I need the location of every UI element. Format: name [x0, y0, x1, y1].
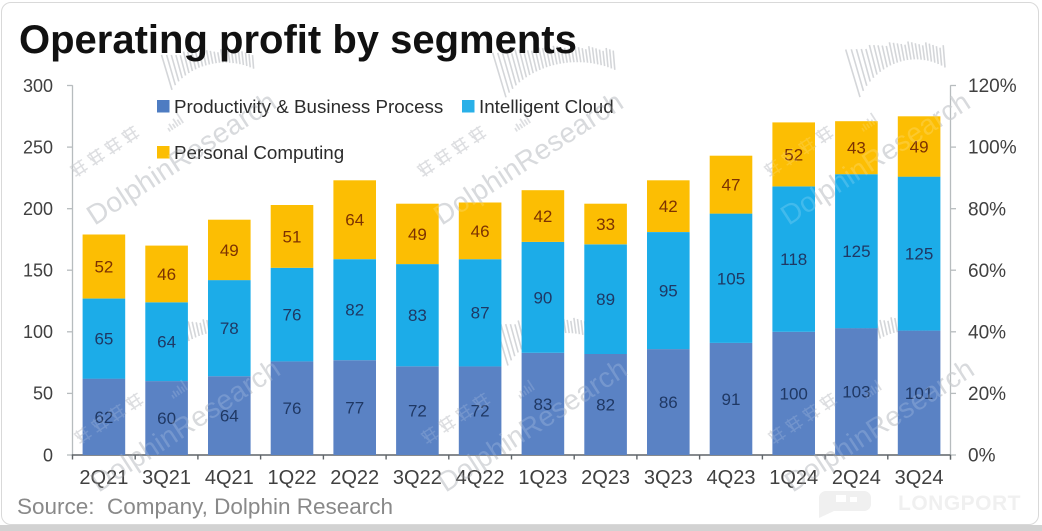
svg-text:LONGPORT: LONGPORT — [898, 492, 1021, 515]
svg-text:125: 125 — [905, 245, 933, 264]
svg-text:Intelligent Cloud: Intelligent Cloud — [479, 96, 614, 117]
svg-text:52: 52 — [784, 146, 803, 165]
svg-text:120%: 120% — [968, 76, 1017, 97]
svg-text:3Q21: 3Q21 — [142, 467, 191, 489]
svg-text:51: 51 — [283, 227, 302, 246]
svg-text:49: 49 — [910, 138, 929, 157]
svg-text:60%: 60% — [968, 261, 1006, 282]
svg-text:83: 83 — [408, 306, 427, 325]
svg-text:64: 64 — [220, 407, 239, 426]
svg-text:78: 78 — [220, 319, 239, 338]
svg-text:4Q23: 4Q23 — [707, 467, 756, 489]
svg-text:1Q24: 1Q24 — [769, 467, 818, 489]
svg-text:82: 82 — [596, 396, 615, 415]
svg-text:46: 46 — [471, 222, 490, 241]
svg-text:82: 82 — [345, 301, 364, 320]
svg-text:2Q23: 2Q23 — [581, 467, 630, 489]
svg-text:1Q23: 1Q23 — [518, 467, 567, 489]
svg-text:0%: 0% — [968, 446, 996, 467]
svg-text:300: 300 — [23, 76, 53, 96]
svg-text:2Q21: 2Q21 — [79, 467, 128, 489]
svg-text:100%: 100% — [968, 138, 1017, 159]
svg-text:118: 118 — [780, 250, 807, 269]
svg-text:87: 87 — [471, 304, 490, 323]
svg-text:52: 52 — [94, 258, 113, 277]
svg-text:64: 64 — [157, 333, 176, 352]
svg-text:72: 72 — [408, 402, 427, 421]
svg-text:77: 77 — [345, 399, 364, 418]
svg-text:65: 65 — [94, 330, 113, 349]
svg-text:Productivity & Business Proces: Productivity & Business Process — [174, 96, 443, 117]
svg-text:20%: 20% — [968, 384, 1006, 405]
svg-text:50: 50 — [33, 384, 53, 404]
svg-text:46: 46 — [157, 265, 176, 284]
svg-text:76: 76 — [283, 306, 302, 325]
svg-text:3Q23: 3Q23 — [644, 467, 693, 489]
svg-text:125: 125 — [842, 242, 870, 261]
svg-text:2Q22: 2Q22 — [330, 467, 379, 489]
svg-text:83: 83 — [533, 395, 552, 414]
svg-text:40%: 40% — [968, 322, 1006, 343]
svg-text:105: 105 — [717, 269, 745, 288]
svg-text:64: 64 — [345, 211, 364, 230]
svg-text:33: 33 — [596, 215, 615, 234]
svg-text:1Q22: 1Q22 — [268, 467, 317, 489]
svg-text:4Q21: 4Q21 — [205, 467, 254, 489]
svg-text:60: 60 — [157, 409, 176, 428]
svg-text:72: 72 — [471, 402, 490, 421]
svg-text:62: 62 — [94, 408, 113, 427]
svg-text:91: 91 — [722, 390, 741, 409]
svg-text:76: 76 — [283, 399, 302, 418]
svg-text:80%: 80% — [968, 199, 1006, 220]
svg-text:3Q22: 3Q22 — [393, 467, 442, 489]
svg-text:103: 103 — [842, 383, 870, 402]
svg-text:42: 42 — [533, 207, 552, 226]
svg-text:43: 43 — [847, 139, 866, 158]
svg-text:86: 86 — [659, 393, 678, 412]
svg-text:90: 90 — [533, 288, 552, 307]
svg-text:100: 100 — [23, 322, 53, 342]
svg-text:89: 89 — [596, 290, 615, 309]
svg-text:0: 0 — [43, 445, 53, 465]
svg-text:100: 100 — [780, 384, 808, 403]
svg-text:49: 49 — [220, 241, 239, 260]
svg-text:Source: Company, Dolphin Rese: Source: Company, Dolphin Research — [17, 494, 393, 519]
svg-text:4Q22: 4Q22 — [456, 467, 505, 489]
svg-text:3Q24: 3Q24 — [895, 467, 944, 489]
svg-text:2Q24: 2Q24 — [832, 467, 881, 489]
svg-text:47: 47 — [722, 176, 741, 195]
svg-text:Operating profit by segments: Operating profit by segments — [19, 18, 577, 62]
svg-text:Personal Computing: Personal Computing — [174, 142, 344, 163]
svg-text:200: 200 — [23, 199, 53, 219]
svg-text:250: 250 — [23, 137, 53, 157]
svg-text:49: 49 — [408, 225, 427, 244]
svg-text:42: 42 — [659, 197, 678, 216]
svg-text:101: 101 — [905, 384, 933, 403]
svg-text:95: 95 — [659, 282, 678, 301]
svg-text:150: 150 — [23, 261, 53, 281]
